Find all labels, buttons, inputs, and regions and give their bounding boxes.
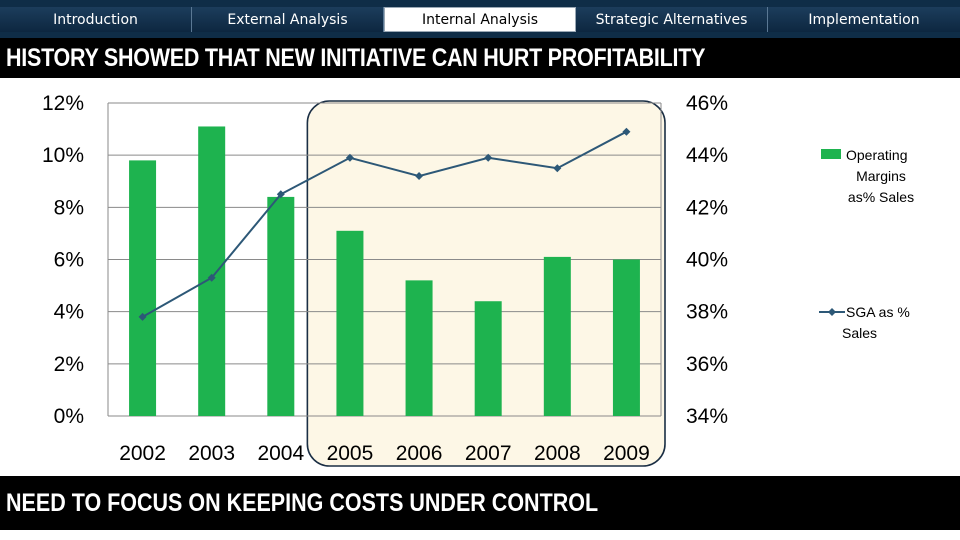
sga-point-2009 [622,127,631,136]
x-tick-label-2008: 2008 [534,442,581,465]
sga-point-2004 [276,190,285,199]
y-right-tick-label: 46% [686,92,728,115]
sga-point-2006 [415,172,424,181]
legend-swatch-operating-margins [821,149,841,159]
bar-2006 [405,280,433,416]
x-tick-label-2002: 2002 [119,442,166,465]
y-right-tick-label: 38% [686,301,728,324]
bar-2002 [129,160,157,416]
chart: 0% 2% 4% 6% 8% 10% 12% 34% 36% 38% 40% 42% 44% 46% 200… [42,92,914,467]
legend-label-operating-margins: as% Sales [848,189,914,205]
x-tick-label-2005: 2005 [327,442,374,465]
y-left-tick-label: 2% [54,353,84,376]
x-tick-label-2009: 2009 [603,442,650,465]
slide-footer: NEED TO FOCUS ON KEEPING COSTS UNDER CON… [6,488,599,517]
y-left-tick-label: 12% [42,92,84,115]
y-left-tick-label: 6% [54,249,84,272]
x-tick-label-2007: 2007 [465,442,512,465]
bar-2007 [474,301,502,416]
sga-point-2008 [553,164,562,173]
sga-point-2007 [484,153,493,162]
tab-strategic-alternatives[interactable]: Strategic Alternatives [576,7,768,32]
section-tab-bar: Introduction External Analysis Internal … [0,0,960,38]
legend-label-sga: SGA as % [846,304,910,320]
y-right-tick-label: 44% [686,144,728,167]
bar-2009 [612,259,640,416]
bar-2004 [267,196,295,416]
y-left-tick-label: 10% [42,144,84,167]
slide-title-bar: HISTORY SHOWED THAT NEW INITIATIVE CAN H… [0,38,960,78]
bar-2008 [543,256,571,416]
x-tick-label-2004: 2004 [257,442,304,465]
y-right-tick-label: 34% [686,405,728,428]
legend-label-operating-margins: Margins [856,168,906,184]
legend-label-sga: Sales [842,325,877,341]
bar-2003 [198,126,226,416]
legend-label-operating-margins: Operating [846,147,907,163]
tab-implementation[interactable]: Implementation [768,7,960,32]
x-tick-label-2006: 2006 [396,442,443,465]
slide-footer-bar: NEED TO FOCUS ON KEEPING COSTS UNDER CON… [0,476,960,530]
y-right-tick-label: 40% [686,249,728,272]
y-left-tick-label: 4% [54,301,84,324]
tab-internal-analysis[interactable]: Internal Analysis [384,7,576,32]
sga-point-2002 [138,312,147,321]
tab-introduction[interactable]: Introduction [0,7,192,32]
y-left-tick-label: 8% [54,196,84,219]
sga-line [142,130,627,318]
x-tick-label-2003: 2003 [188,442,235,465]
highlight-region [306,100,666,467]
legend-swatch-sga-marker [828,308,836,316]
sga-point-2003 [207,273,216,282]
bar-2005 [336,230,364,416]
slide-title: HISTORY SHOWED THAT NEW INITIATIVE CAN H… [6,43,706,72]
sga-point-2005 [345,153,354,162]
y-right-tick-label: 36% [686,353,728,376]
y-left-tick-label: 0% [54,405,84,428]
y-right-tick-label: 42% [686,196,728,219]
tab-external-analysis[interactable]: External Analysis [192,7,384,32]
